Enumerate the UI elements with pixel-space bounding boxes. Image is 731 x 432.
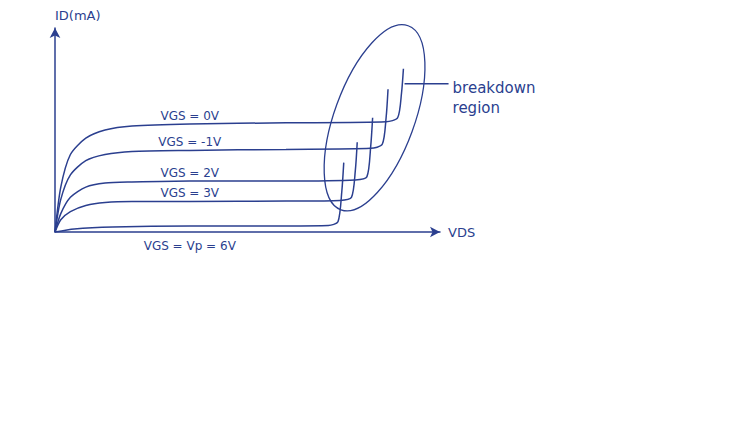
- svg-text:region: region: [453, 99, 500, 117]
- svg-text:VGS = -1V: VGS = -1V: [158, 135, 222, 149]
- svg-text:VGS = 3V: VGS = 3V: [160, 186, 219, 200]
- svg-text:VDS: VDS: [448, 225, 475, 240]
- svg-text:breakdown: breakdown: [453, 79, 536, 97]
- svg-text:VGS = Vp = 6V: VGS = Vp = 6V: [144, 239, 237, 253]
- svg-text:ID(mA): ID(mA): [55, 8, 101, 23]
- svg-text:VGS = 2V: VGS = 2V: [160, 166, 219, 180]
- svg-text:VGS = 0V: VGS = 0V: [160, 109, 219, 123]
